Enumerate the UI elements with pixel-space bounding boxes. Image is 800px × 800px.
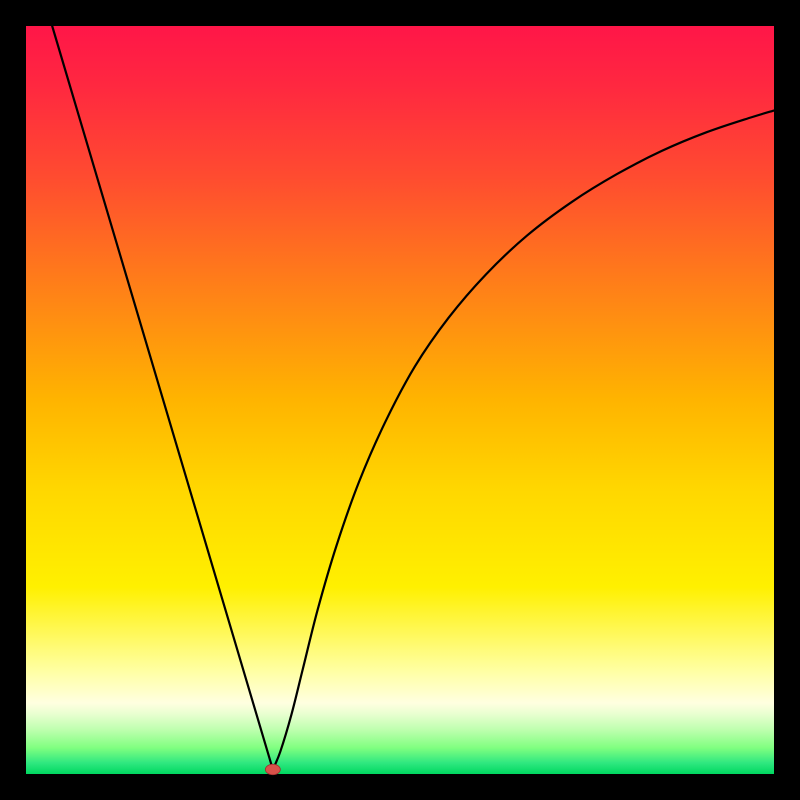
optimal-point-marker [265, 764, 280, 774]
chart-container: TheBottleneck.com [0, 0, 800, 800]
bottleneck-chart [0, 0, 800, 800]
